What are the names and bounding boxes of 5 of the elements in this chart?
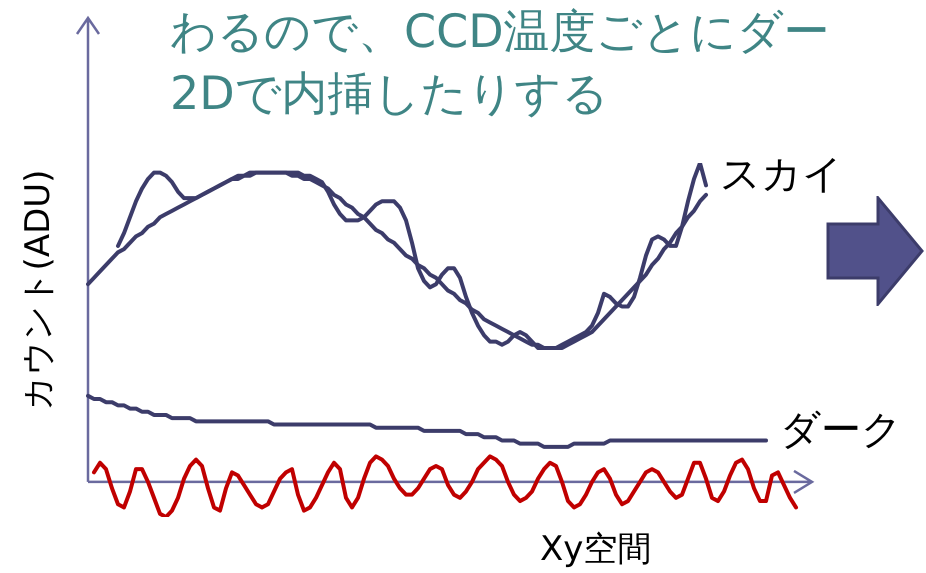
y-axis-title: カウント(ADU) [18,168,58,412]
series-label: スカイ [720,152,843,198]
x-axis-title: Xy空間 [540,528,652,570]
series-label: ダーク [780,406,902,453]
chart-title: わるので、CCD温度ごとにダー 2Dで内挿したりする [170,3,830,122]
